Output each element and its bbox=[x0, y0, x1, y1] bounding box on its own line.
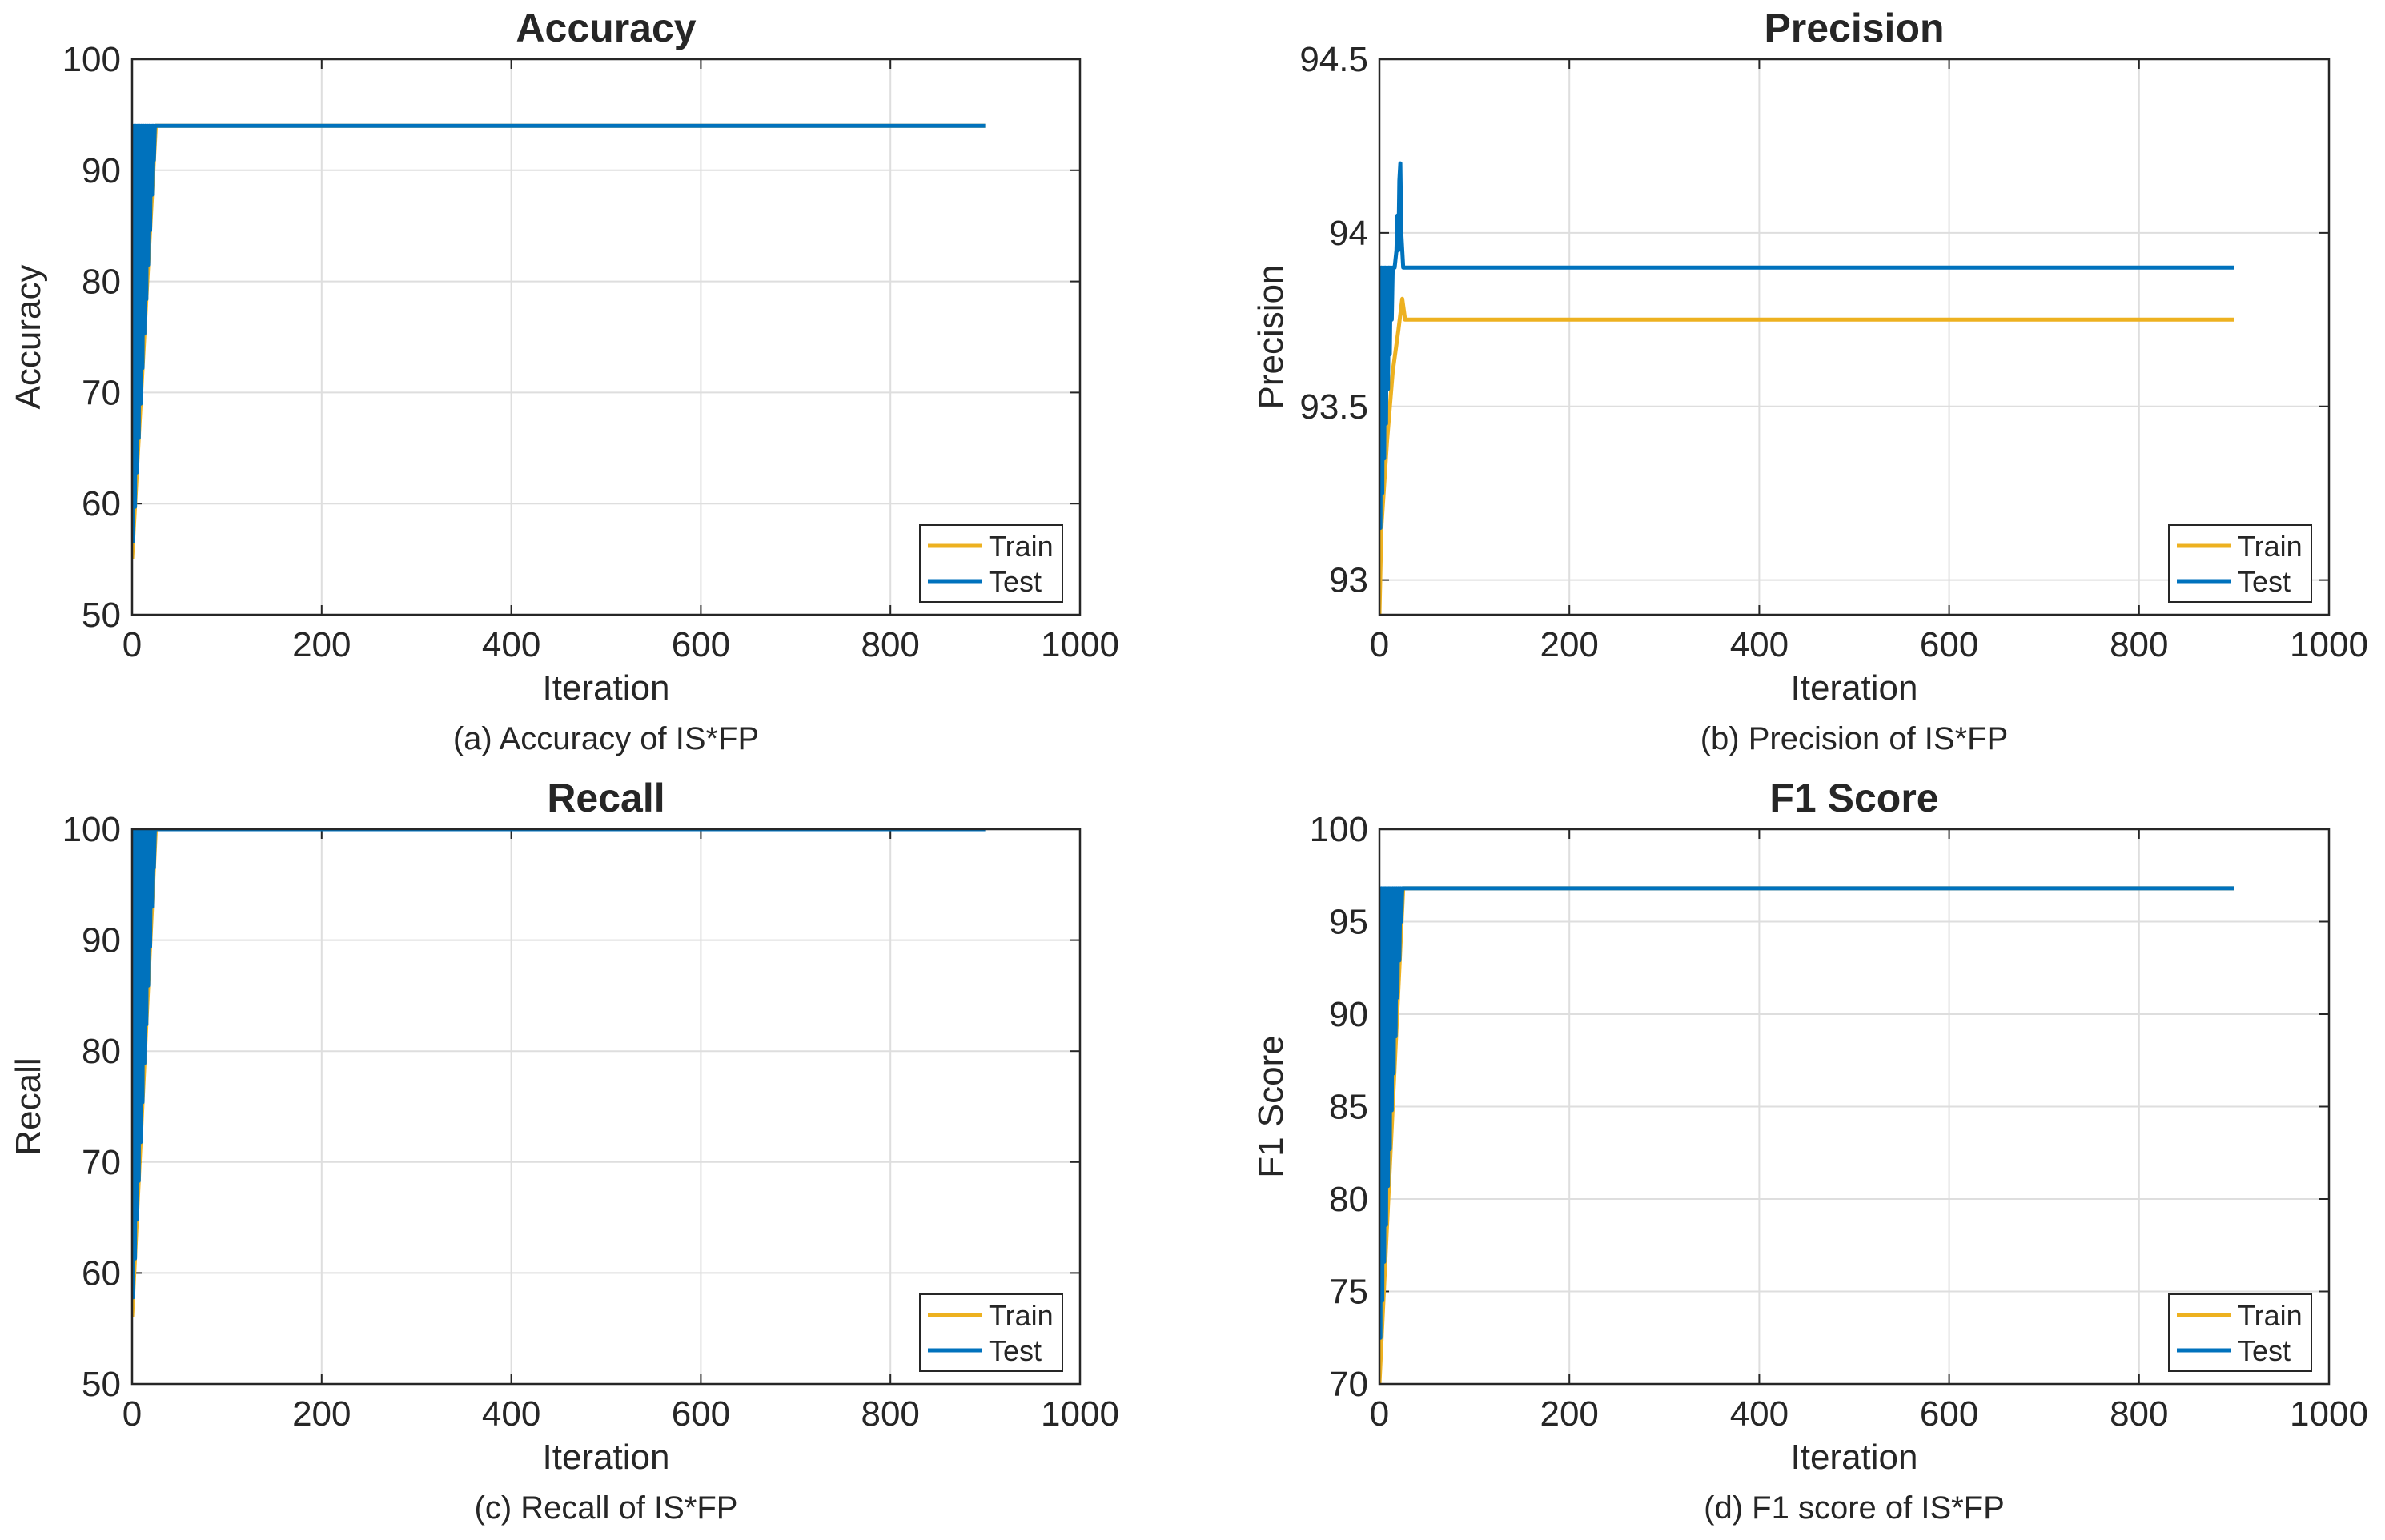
x-tick-label: 0 bbox=[122, 625, 142, 664]
y-tick-label: 100 bbox=[1310, 810, 1368, 849]
y-tick-label: 93 bbox=[1329, 561, 1368, 600]
y-tick-label: 70 bbox=[82, 373, 121, 412]
y-tick-label: 80 bbox=[1329, 1180, 1368, 1219]
y-tick-label: 100 bbox=[62, 40, 121, 79]
legend-label: Test bbox=[989, 1334, 1042, 1367]
plot-area bbox=[132, 829, 1080, 1384]
x-tick-label: 800 bbox=[861, 1394, 919, 1434]
y-tick-label: 94.5 bbox=[1299, 40, 1368, 79]
x-tick-label: 0 bbox=[1370, 625, 1389, 664]
chart-recall: 0 200 400 600 800 1000 50 60 70 80 90 100 Recall Iter… bbox=[9, 776, 1119, 1526]
legend-box bbox=[919, 524, 1063, 603]
y-axis-label: Accuracy bbox=[9, 265, 48, 410]
legend-box bbox=[919, 1293, 1063, 1372]
legend-box bbox=[2168, 524, 2312, 603]
series-line-test bbox=[1379, 886, 2234, 1340]
x-tick-label: 400 bbox=[1730, 625, 1789, 664]
chart-caption: (d) F1 score of IS*FP bbox=[1704, 1490, 2005, 1526]
chart-title: Recall bbox=[547, 776, 665, 820]
legend-box bbox=[2168, 1293, 2312, 1372]
axes-box bbox=[1378, 58, 2331, 616]
axes-box bbox=[1378, 828, 2331, 1386]
axes-box bbox=[130, 828, 1082, 1386]
x-tick-label: 800 bbox=[2110, 1394, 2168, 1434]
y-axis-label: Recall bbox=[9, 1057, 48, 1155]
y-tick-label: 85 bbox=[1329, 1088, 1368, 1127]
y-tick-label: 94 bbox=[1329, 214, 1368, 253]
x-tick-label: 1000 bbox=[1041, 1394, 1119, 1434]
x-tick-label: 1000 bbox=[1041, 625, 1119, 664]
legend-label: Test bbox=[989, 565, 1042, 598]
x-tick-label: 0 bbox=[1370, 1394, 1389, 1434]
plot-area bbox=[1379, 59, 2329, 615]
y-tick-label: 80 bbox=[82, 1032, 121, 1071]
x-tick-label: 600 bbox=[1920, 625, 1978, 664]
legend-label: Train bbox=[989, 1299, 1054, 1332]
chart-title: Accuracy bbox=[516, 6, 696, 50]
legend-label: Test bbox=[2238, 565, 2291, 598]
x-tick-label: 200 bbox=[1540, 1394, 1598, 1434]
x-tick-label: 1000 bbox=[2290, 625, 2368, 664]
x-axis-label: Iteration bbox=[1791, 668, 1918, 708]
x-axis-label: Iteration bbox=[543, 1438, 670, 1477]
y-tick-label: 70 bbox=[82, 1143, 121, 1182]
plot-area bbox=[132, 59, 1080, 615]
series-line-test bbox=[132, 123, 986, 543]
chart-precision: 0 200 400 600 800 1000 93 93.5 94 94.5 Precision It… bbox=[1251, 6, 2368, 756]
y-axis-label: F1 Score bbox=[1251, 1035, 1291, 1178]
y-tick-label: 50 bbox=[82, 1365, 121, 1404]
x-tick-label: 600 bbox=[672, 1394, 730, 1434]
y-tick-label: 93.5 bbox=[1299, 387, 1368, 427]
x-tick-label: 800 bbox=[861, 625, 919, 664]
y-tick-label: 80 bbox=[82, 263, 121, 302]
x-tick-label: 200 bbox=[292, 1394, 351, 1434]
chart-caption: (a) Accuracy of IS*FP bbox=[453, 721, 759, 756]
y-tick-label: 100 bbox=[62, 810, 121, 849]
y-tick-label: 95 bbox=[1329, 903, 1368, 942]
x-tick-label: 600 bbox=[672, 625, 730, 664]
y-tick-label: 90 bbox=[82, 151, 121, 190]
y-tick-label: 60 bbox=[82, 484, 121, 523]
y-tick-label: 70 bbox=[1329, 1365, 1368, 1404]
series-line-test bbox=[132, 829, 986, 1300]
chart-title: F1 Score bbox=[1769, 776, 1938, 820]
y-tick-label: 60 bbox=[82, 1253, 121, 1293]
legend-label: Train bbox=[2238, 1299, 2303, 1332]
axes-box bbox=[130, 58, 1082, 616]
x-tick-label: 600 bbox=[1920, 1394, 1978, 1434]
x-tick-label: 200 bbox=[1540, 625, 1598, 664]
chart-accuracy: 0 200 400 600 800 1000 50 60 70 80 90 100 Accuracy It… bbox=[9, 6, 1119, 756]
x-tick-label: 400 bbox=[1730, 1394, 1789, 1434]
legend-label: Test bbox=[2238, 1334, 2291, 1367]
y-tick-label: 50 bbox=[82, 596, 121, 635]
x-tick-label: 1000 bbox=[2290, 1394, 2368, 1434]
legend-label: Train bbox=[2238, 530, 2303, 563]
chart-caption: (b) Precision of IS*FP bbox=[1700, 721, 2009, 756]
y-tick-label: 90 bbox=[82, 921, 121, 960]
y-tick-label: 75 bbox=[1329, 1273, 1368, 1312]
series-line-test bbox=[1379, 161, 2234, 531]
y-tick-label: 90 bbox=[1329, 995, 1368, 1034]
chart-title: Precision bbox=[1764, 6, 1944, 50]
legend-label: Train bbox=[989, 530, 1054, 563]
x-tick-label: 400 bbox=[482, 625, 540, 664]
x-tick-label: 800 bbox=[2110, 625, 2168, 664]
x-axis-label: Iteration bbox=[543, 668, 670, 708]
x-tick-label: 400 bbox=[482, 1394, 540, 1434]
x-tick-label: 0 bbox=[122, 1394, 142, 1434]
y-axis-label: Precision bbox=[1251, 265, 1291, 410]
x-axis-label: Iteration bbox=[1791, 1438, 1918, 1477]
chart-f1-score: 0 200 400 600 800 1000 70 75 80 85 90 95 100 F1 Score… bbox=[1251, 776, 2368, 1526]
x-tick-label: 200 bbox=[292, 625, 351, 664]
chart-caption: (c) Recall of IS*FP bbox=[475, 1490, 738, 1526]
